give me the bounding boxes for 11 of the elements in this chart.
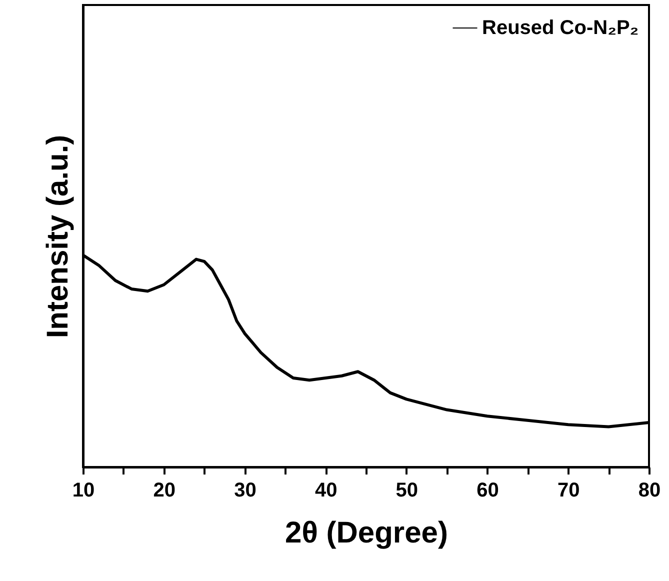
- x-tick-label: 60: [476, 480, 499, 502]
- x-tick-label: 30: [234, 480, 256, 502]
- legend-label: Reused Co-N₂P₂: [482, 17, 639, 39]
- x-axis-title: 2θ (Degree): [285, 516, 448, 550]
- x-tick-label: 50: [396, 480, 418, 502]
- x-tick-label: 20: [153, 480, 176, 502]
- x-tick-label: 10: [72, 480, 95, 502]
- y-axis-title: Intensity (a.u.): [42, 134, 74, 338]
- x-tick-label: 40: [314, 480, 338, 502]
- x-tick-label: 80: [638, 480, 661, 502]
- x-tick-label: 70: [558, 480, 580, 502]
